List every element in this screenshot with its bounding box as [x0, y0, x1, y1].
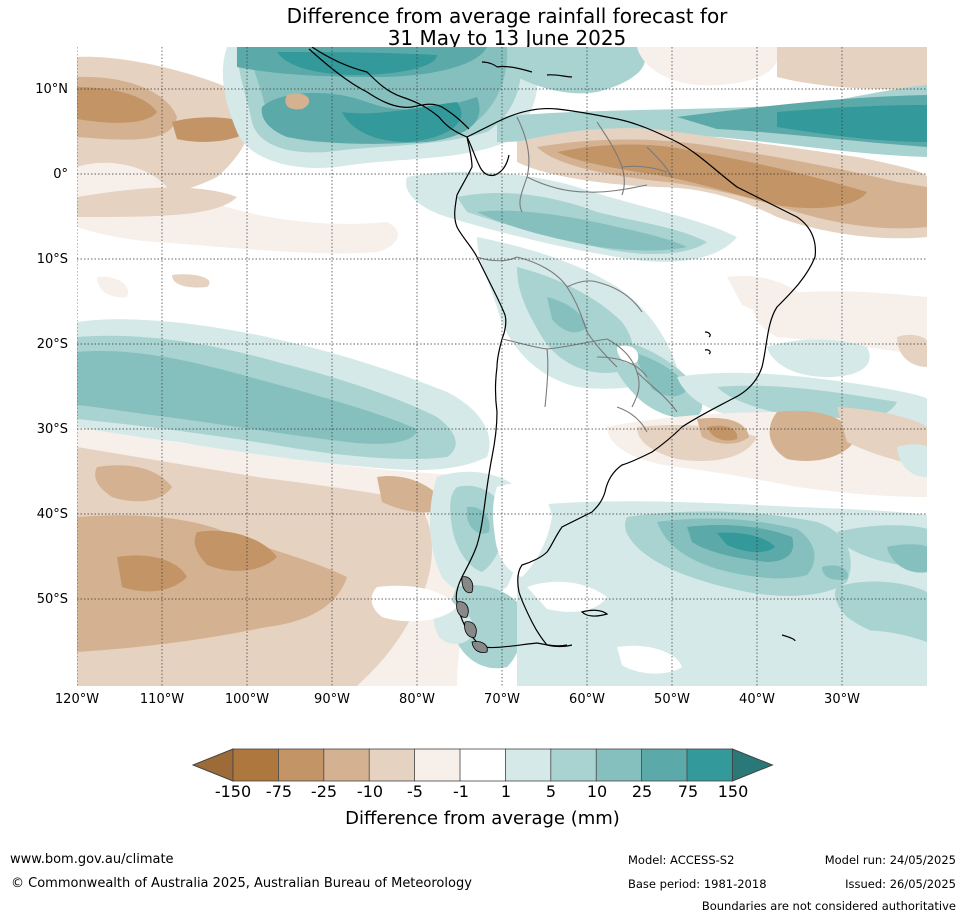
chart-title-line-1: Difference from average rainfall forecas…: [286, 4, 728, 28]
forecast-map: [77, 47, 927, 686]
lat-label-0: 0°: [53, 167, 68, 182]
lat-label-50s: 50°S: [36, 592, 68, 607]
legend-colorbar: [192, 748, 774, 782]
legend-swatch: [595, 748, 643, 782]
legend-swatch: [550, 748, 597, 782]
chart-title-line-2: 31 May to 13 June 2025: [387, 26, 627, 50]
legend-tick-label: 25: [631, 782, 653, 801]
legend-tick-label: -25: [310, 782, 338, 801]
lat-label-20s: 20°S: [36, 337, 68, 352]
legend-swatch: [278, 748, 325, 782]
legend-tick-label: -150: [214, 782, 252, 801]
map-gridlines: [77, 47, 927, 686]
issued-date: Issued: 26/05/2025: [845, 877, 956, 891]
legend-tick-label: -75: [265, 782, 293, 801]
map-svg: [77, 47, 927, 686]
lon-label-60w: 60°W: [569, 692, 605, 707]
lon-label-70w: 70°W: [484, 692, 520, 707]
model-name: Model: ACCESS-S2: [628, 853, 735, 867]
map-patagonia-islands: [456, 576, 488, 653]
map-region-north-tropics: [77, 47, 927, 262]
legend-arrow-high: [731, 748, 774, 782]
lon-label-30w: 30°W: [824, 692, 860, 707]
legend-swatch: [323, 748, 371, 782]
lat-label-30s: 30°S: [36, 422, 68, 437]
website-link[interactable]: www.bom.gov.au/climate: [10, 852, 174, 867]
lon-label-90w: 90°W: [314, 692, 350, 707]
legend-swatch: [368, 748, 416, 782]
model-run-date: Model run: 24/05/2025: [824, 853, 956, 867]
copyright-text: © Commonwealth of Australia 2025, Austra…: [11, 876, 472, 891]
legend-swatch: [232, 748, 280, 782]
lon-label-100w: 100°W: [224, 692, 270, 707]
legend-tick-label: 75: [677, 782, 699, 801]
legend-swatch: [641, 748, 688, 782]
legend-tick-label: 150: [717, 782, 749, 801]
legend-swatch: [686, 748, 734, 782]
disclaimer-text: Boundaries are not considered authoritat…: [701, 899, 956, 913]
lon-label-50w: 50°W: [654, 692, 690, 707]
lon-label-110w: 110°W: [139, 692, 185, 707]
legend-tick-label: -1: [453, 782, 469, 801]
lon-label-80w: 80°W: [399, 692, 435, 707]
lat-label-10n: 10°N: [35, 82, 68, 97]
base-period: Base period: 1981-2018: [628, 877, 767, 891]
legend-tick-label: -5: [407, 782, 423, 801]
legend-swatch: [414, 748, 461, 782]
lon-label-40w: 40°W: [739, 692, 775, 707]
lon-label-120w: 120°W: [54, 692, 100, 707]
legend-title: Difference from average (mm): [345, 808, 620, 829]
legend-swatch: [504, 748, 552, 782]
lat-label-10s: 10°S: [36, 252, 68, 267]
legend-tick-label: 5: [545, 782, 557, 801]
map-coastlines: [308, 47, 817, 649]
legend-tick-label: -10: [356, 782, 384, 801]
legend-arrow-low: [192, 748, 234, 782]
legend-swatch: [459, 748, 507, 782]
legend-tick-label: 1: [500, 782, 512, 801]
map-region-south: [77, 345, 927, 686]
lat-label-40s: 40°S: [36, 507, 68, 522]
legend-tick-label: 10: [586, 782, 608, 801]
